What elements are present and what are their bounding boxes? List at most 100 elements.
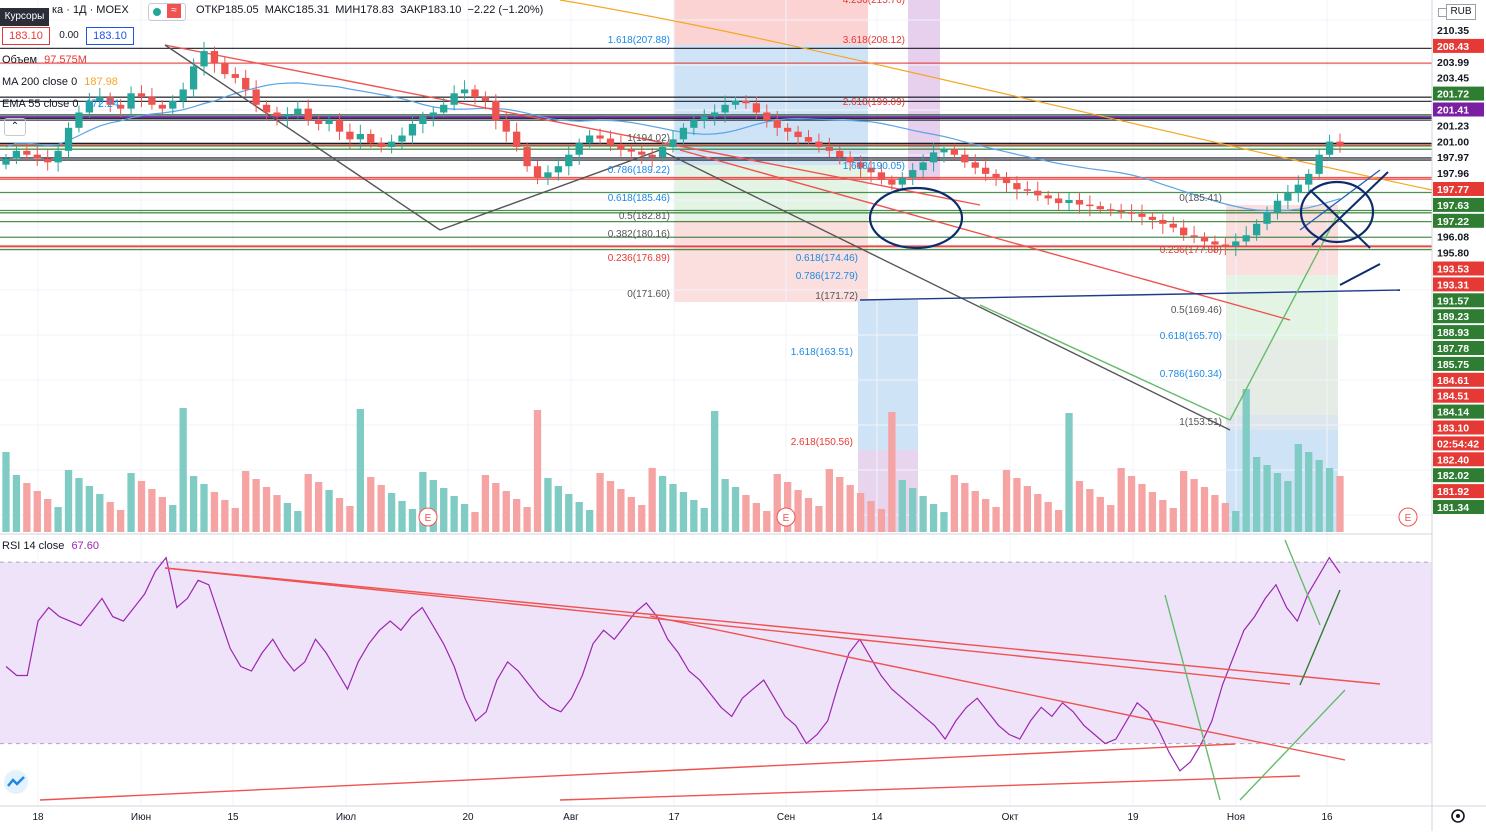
volume-bar bbox=[387, 493, 396, 532]
candle-body bbox=[440, 104, 448, 113]
candle-body bbox=[700, 116, 708, 121]
axis-label-bg-0 bbox=[1433, 23, 1484, 37]
sell-price[interactable]: 183.10 bbox=[2, 27, 50, 45]
volume-bar bbox=[690, 500, 698, 532]
rsi-line bbox=[5, 556, 1341, 772]
volume-bar bbox=[1242, 389, 1250, 532]
fib-label-16: 0(185.41) bbox=[1179, 193, 1222, 204]
candle-body bbox=[773, 120, 781, 128]
axis-label-bg-4 bbox=[1433, 86, 1484, 101]
time-tick-10: 19 bbox=[1127, 812, 1139, 823]
ma200-legend[interactable]: MA 200 close 0 187.98 bbox=[2, 76, 118, 88]
candle-body bbox=[179, 89, 187, 101]
earnings-marker-2 bbox=[1398, 507, 1418, 527]
volume-bar bbox=[23, 483, 31, 532]
candle-body bbox=[1117, 210, 1125, 213]
fib-label-2: 2.618(199.09) bbox=[843, 97, 905, 108]
volume-bar bbox=[1054, 510, 1063, 532]
candle-body bbox=[116, 104, 125, 109]
volume-bar bbox=[1232, 511, 1240, 532]
candle-body bbox=[471, 89, 479, 98]
gear-icon[interactable] bbox=[1448, 806, 1470, 824]
candle-body bbox=[75, 112, 83, 128]
candle-body bbox=[387, 141, 396, 148]
volume-legend-label: Объем bbox=[2, 54, 38, 66]
ema55-legend[interactable]: EMA 55 close 0 172.24 bbox=[2, 98, 119, 110]
fib-zone-red-top bbox=[674, 0, 868, 45]
fib-label-14: 1.618(163.51) bbox=[791, 347, 853, 358]
volume-bar bbox=[929, 504, 938, 532]
candle-body bbox=[460, 89, 469, 94]
annotation-arrow bbox=[1339, 263, 1381, 286]
volume-bar bbox=[1138, 484, 1146, 532]
fib-label-20: 0.786(160.34) bbox=[1160, 369, 1222, 380]
candle-body bbox=[877, 172, 886, 181]
candle-body bbox=[617, 144, 625, 150]
candle-body bbox=[585, 135, 594, 144]
symbol-title[interactable]: ка · 1Д · MOEX bbox=[52, 4, 129, 16]
candle-body bbox=[252, 89, 260, 105]
axis-label-bg-8 bbox=[1433, 150, 1484, 165]
trend-line-5 bbox=[859, 289, 1401, 301]
currency-label[interactable]: RUB bbox=[1446, 4, 1476, 20]
axis-label-bg-29 bbox=[1433, 484, 1484, 499]
volume-bar bbox=[450, 496, 458, 532]
volume-bar bbox=[346, 506, 354, 532]
time-tick-3: Июл bbox=[336, 812, 356, 823]
ema55-legend-value: 172.24 bbox=[85, 98, 120, 110]
candle-body bbox=[638, 151, 646, 155]
candle-body bbox=[1273, 200, 1282, 213]
fib-label-3: 1.618(190.05) bbox=[843, 161, 905, 172]
volume-bar bbox=[1273, 473, 1282, 532]
candle-body bbox=[450, 93, 458, 105]
candle-body bbox=[898, 177, 906, 185]
volume-bar bbox=[231, 508, 239, 532]
rsi-legend[interactable]: RSI 14 close 67.60 bbox=[2, 540, 99, 552]
axis-label-14: 195.80 bbox=[1437, 248, 1469, 260]
candle-body bbox=[596, 135, 604, 139]
buy-price[interactable]: 183.10 bbox=[86, 27, 134, 45]
volume-bar bbox=[1315, 460, 1323, 532]
volume-bar bbox=[304, 474, 312, 532]
candle-body bbox=[1044, 195, 1052, 199]
candle-body bbox=[106, 97, 114, 105]
axis-label-bg-15 bbox=[1433, 261, 1484, 276]
volume-bar bbox=[606, 481, 615, 532]
fib-label-6: 0.618(185.46) bbox=[608, 193, 670, 204]
volume-bar bbox=[648, 468, 656, 532]
candle-body bbox=[1023, 189, 1031, 191]
earnings-marker-label-0: E bbox=[425, 513, 432, 524]
axis-label-7: 201.00 bbox=[1437, 136, 1469, 148]
collapse-legend-button[interactable]: ⌃ bbox=[4, 118, 26, 136]
axis-label-bg-9 bbox=[1433, 166, 1484, 181]
candle-body bbox=[1054, 198, 1063, 204]
candle-body bbox=[846, 156, 854, 163]
scale-settings-icon[interactable] bbox=[1438, 8, 1447, 17]
fib-label-21: 1(153.51) bbox=[1179, 417, 1222, 428]
volume-bar bbox=[137, 481, 146, 532]
axis-label-21: 185.75 bbox=[1437, 359, 1469, 371]
fib-zone-purple-2 bbox=[858, 450, 918, 532]
rsi-trend-5 bbox=[1299, 589, 1341, 686]
volume-bar bbox=[189, 476, 198, 532]
fib-zone-blue-2 bbox=[858, 300, 918, 450]
candle-body bbox=[679, 127, 688, 140]
volume-bar bbox=[679, 492, 688, 532]
volume-bar bbox=[315, 482, 323, 532]
volume-bar bbox=[533, 410, 542, 532]
axis-label-bg-10 bbox=[1433, 182, 1484, 196]
volume-bar bbox=[127, 473, 135, 532]
axis-label-26: 02:54:42 bbox=[1437, 438, 1479, 450]
volume-legend[interactable]: Объем 97.575M bbox=[2, 54, 87, 66]
volume-bar bbox=[200, 484, 208, 532]
fib-labels: 1.618(207.88) 3.618(208.12) 2.618(199.09) 1… bbox=[608, 0, 1222, 448]
candle-body bbox=[711, 112, 719, 117]
volume-bar bbox=[763, 511, 771, 532]
volume-bars bbox=[2, 389, 1344, 532]
volume-bar bbox=[1211, 495, 1219, 532]
compare-toggle[interactable]: ≈ bbox=[148, 3, 186, 21]
candle-body bbox=[169, 100, 177, 109]
trend-line-4 bbox=[679, 149, 1291, 321]
cursor-badge[interactable]: Курсоры bbox=[0, 8, 49, 26]
